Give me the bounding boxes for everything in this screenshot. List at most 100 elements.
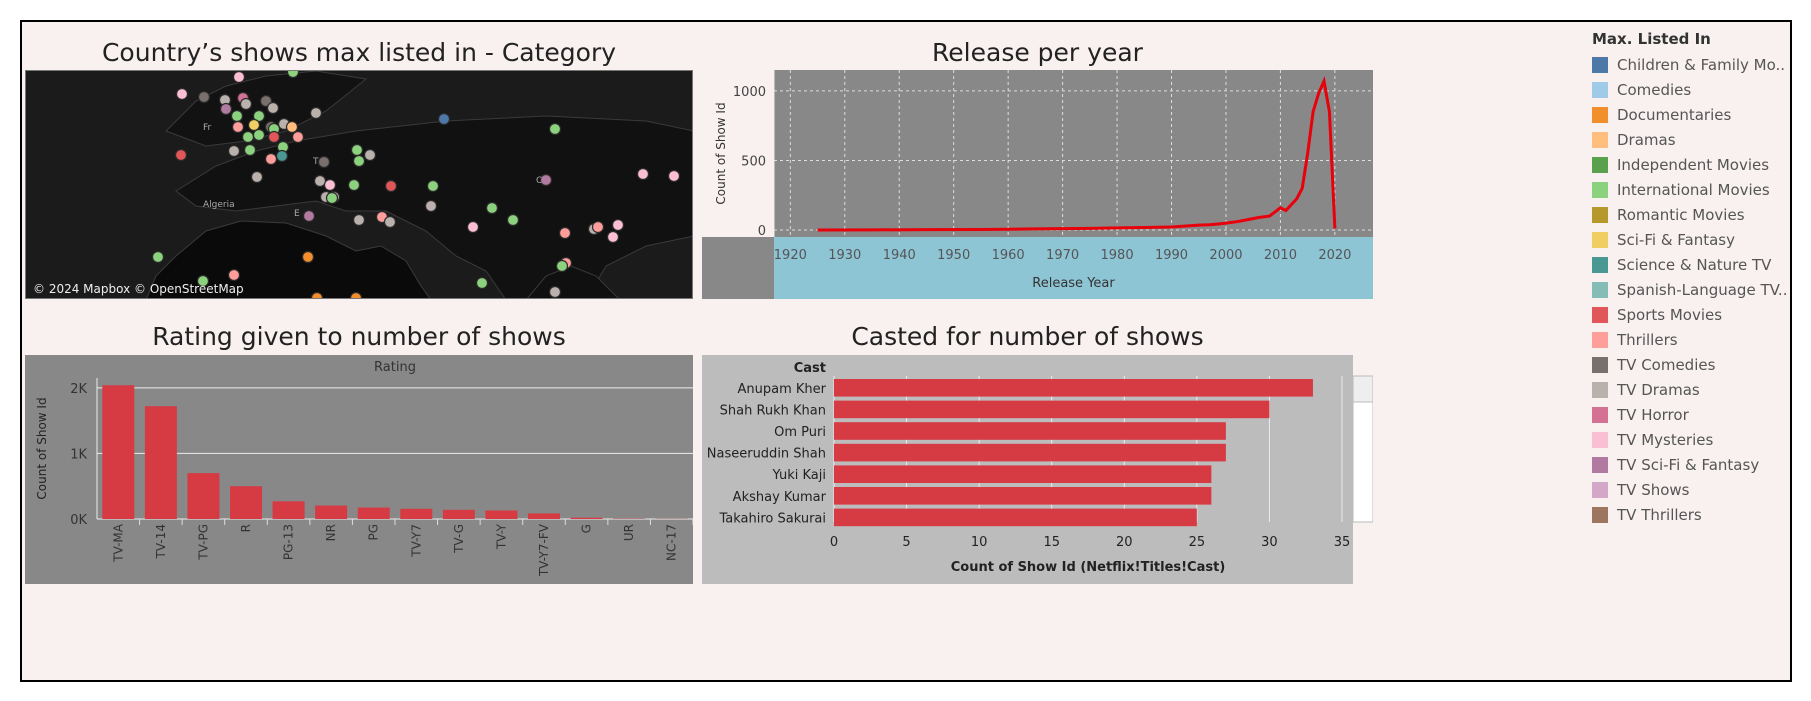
map-country-dot[interactable] xyxy=(558,226,572,240)
map-country-dot[interactable] xyxy=(323,178,337,192)
legend-item[interactable]: Spanish-Language TV.. xyxy=(1592,277,1792,302)
rating-chart-pane[interactable]: Rating 0K 1K 2K TV-MA TV-14 TV-PG R PG-13 NR PG TV-… xyxy=(25,355,693,584)
map-country-dot[interactable] xyxy=(267,130,281,144)
rating-bar[interactable] xyxy=(357,507,390,519)
map-country-dot[interactable] xyxy=(352,154,366,168)
rating-bar[interactable] xyxy=(144,406,177,519)
map-country-dot[interactable] xyxy=(197,90,211,104)
map-pane[interactable]: Algeria Fr T E C © 2024 Mapbox © OpenStr… xyxy=(25,70,693,299)
map-country-dot[interactable] xyxy=(325,191,339,205)
legend-item[interactable]: Sports Movies xyxy=(1592,302,1792,327)
map-country-dot[interactable] xyxy=(252,128,266,142)
map-country-dot[interactable] xyxy=(426,179,440,193)
legend-item[interactable]: Science & Nature TV xyxy=(1592,252,1792,277)
scrollbar-thumb[interactable] xyxy=(1352,375,1373,403)
legend-item[interactable]: Children & Family Mo.. xyxy=(1592,52,1792,77)
map-country-dot[interactable] xyxy=(363,148,377,162)
rating-bar[interactable] xyxy=(570,517,603,519)
cast-bar-chart[interactable]: Cast 0 5 10 15 20 25 30 35 Anupam Kher Shah Rukh K… xyxy=(702,355,1373,584)
map-country-dot[interactable] xyxy=(555,259,569,273)
map-country-dot[interactable] xyxy=(350,143,364,157)
legend-item[interactable]: Independent Movies xyxy=(1592,152,1792,177)
legend-item[interactable]: Dramas xyxy=(1592,127,1792,152)
rating-bar[interactable] xyxy=(442,509,475,519)
rating-bar[interactable] xyxy=(272,501,305,519)
map-country-dot[interactable] xyxy=(309,106,323,120)
map-country-dot[interactable] xyxy=(247,118,261,132)
map-country-dot[interactable] xyxy=(219,102,233,116)
cast-chart-pane[interactable]: Cast 0 5 10 15 20 25 30 35 Anupam Kher Shah Rukh K… xyxy=(702,355,1373,584)
release-chart-pane[interactable]: 1920 1930 1940 1950 1960 1970 1980 1990 2000 2010… xyxy=(702,70,1373,299)
cast-bar[interactable] xyxy=(834,422,1226,440)
cast-bar[interactable] xyxy=(834,465,1212,483)
legend-item[interactable]: Romantic Movies xyxy=(1592,202,1792,227)
rating-bar[interactable] xyxy=(230,486,262,519)
map-country-dot[interactable] xyxy=(275,149,289,163)
map-country-dot[interactable] xyxy=(424,199,438,213)
map-country-dot[interactable] xyxy=(174,148,188,162)
rating-bar[interactable] xyxy=(102,385,135,519)
map-country-dot[interactable] xyxy=(548,122,562,136)
map-country-dot[interactable] xyxy=(264,152,278,166)
map-country-dot[interactable] xyxy=(285,120,299,134)
legend-item[interactable]: Comedies xyxy=(1592,77,1792,102)
map-country-dot[interactable] xyxy=(243,143,257,157)
map-country-dot[interactable] xyxy=(301,250,315,264)
map-country-dot[interactable] xyxy=(151,250,165,264)
legend-item[interactable]: TV Shows xyxy=(1592,477,1792,502)
map-country-dot[interactable] xyxy=(175,87,189,101)
map-country-dot[interactable] xyxy=(606,230,620,244)
map-country-dot[interactable] xyxy=(227,144,241,158)
map-country-dot[interactable] xyxy=(252,109,266,123)
map-country-dot[interactable] xyxy=(310,291,324,300)
map-country-dot[interactable] xyxy=(313,174,327,188)
map-country-dot[interactable] xyxy=(636,167,650,181)
map-country-dot[interactable] xyxy=(317,155,331,169)
legend-item[interactable]: International Movies xyxy=(1592,177,1792,202)
map-country-dot[interactable] xyxy=(230,109,244,123)
rating-bar[interactable] xyxy=(315,505,348,519)
legend-item[interactable]: TV Comedies xyxy=(1592,352,1792,377)
legend-item[interactable]: TV Horror xyxy=(1592,402,1792,427)
legend-item[interactable]: TV Sci-Fi & Fantasy xyxy=(1592,452,1792,477)
map-country-dot[interactable] xyxy=(239,97,253,111)
legend-item[interactable]: Documentaries xyxy=(1592,102,1792,127)
rating-bar[interactable] xyxy=(528,513,560,519)
legend-item[interactable]: Sci-Fi & Fantasy xyxy=(1592,227,1792,252)
release-line-chart[interactable]: 1920 1930 1940 1950 1960 1970 1980 1990 2000 2010… xyxy=(702,70,1373,299)
map-country-dot[interactable] xyxy=(347,178,361,192)
map-country-dot[interactable] xyxy=(485,201,499,215)
map-country-dot[interactable] xyxy=(266,101,280,115)
map-country-dot[interactable] xyxy=(437,112,451,126)
cast-bar[interactable] xyxy=(834,508,1197,527)
rating-bar[interactable] xyxy=(485,510,518,519)
map-country-dot[interactable] xyxy=(227,268,241,282)
map-country-dot[interactable] xyxy=(384,179,398,193)
map-country-dot[interactable] xyxy=(667,169,681,183)
color-legend[interactable]: Max. Listed In Children & Family Mo.. Com… xyxy=(1592,30,1792,527)
legend-item[interactable]: Thrillers xyxy=(1592,327,1792,352)
map-country-dot[interactable] xyxy=(591,220,605,234)
map-country-dot[interactable] xyxy=(352,213,366,227)
rating-bar-chart[interactable]: Rating 0K 1K 2K TV-MA TV-14 TV-PG R PG-13 NR PG TV-… xyxy=(25,355,693,584)
legend-item[interactable]: TV Thrillers xyxy=(1592,502,1792,527)
map-country-dot[interactable] xyxy=(291,130,305,144)
cast-bar[interactable] xyxy=(834,400,1270,419)
map-country-dot[interactable] xyxy=(231,120,245,134)
plot-area[interactable] xyxy=(774,70,1373,237)
cast-bar[interactable] xyxy=(834,379,1313,397)
map-country-dot[interactable] xyxy=(196,274,210,288)
map-country-dot[interactable] xyxy=(250,170,264,184)
map-country-dot[interactable] xyxy=(302,209,316,223)
world-map[interactable]: Algeria Fr T E C © 2024 Mapbox © OpenStr… xyxy=(26,71,693,299)
map-country-dot[interactable] xyxy=(241,130,255,144)
map-country-dot[interactable] xyxy=(506,213,520,227)
map-country-dot[interactable] xyxy=(349,291,363,300)
map-country-dot[interactable] xyxy=(475,276,489,290)
rating-bar[interactable] xyxy=(187,473,220,519)
legend-item[interactable]: TV Dramas xyxy=(1592,377,1792,402)
map-country-dot[interactable] xyxy=(466,220,480,234)
map-country-dot[interactable] xyxy=(548,285,562,298)
release-series-line[interactable] xyxy=(817,75,1337,232)
map-country-dot[interactable] xyxy=(383,215,397,229)
